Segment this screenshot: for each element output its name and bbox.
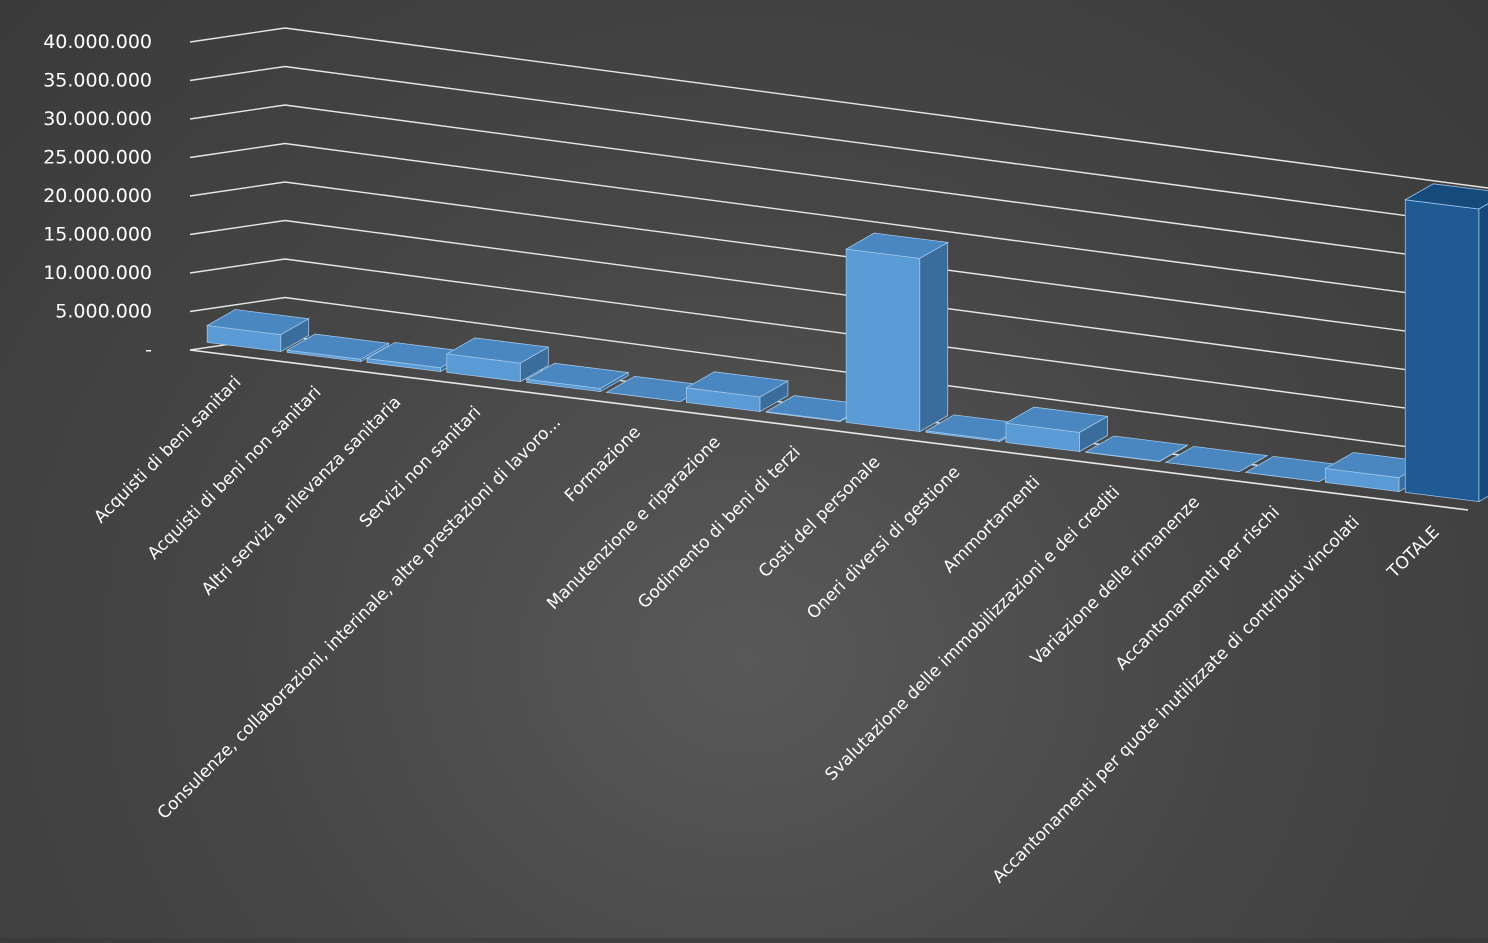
gridlines [189,27,1488,511]
x-category-label: Manutenzione e riparazione [543,432,725,614]
gridline [189,27,1488,189]
gridline [189,142,1488,305]
x-category-label: Formazione [561,422,645,506]
bar-top [525,362,630,389]
x-category-label: Acquisti di beni non sanitari [144,382,325,563]
bar-top [1404,183,1488,210]
bar-top [205,309,310,336]
bar [685,371,790,413]
y-tick-label: 30.000.000 [43,108,152,130]
bar [1164,445,1269,473]
gridline [189,258,1488,420]
bar [1084,435,1189,463]
bar-top [844,232,949,259]
y-tick-label: 25.000.000 [43,147,152,169]
bar [205,309,310,353]
gridline [189,181,1488,343]
x-category-label: Svalutazione delle immobilizzazioni e de… [821,482,1124,785]
bar-top [445,337,550,364]
x-category-label: Variazione delle rimanenze [1027,492,1204,669]
x-category-label: Accantonamenti per rischi [1112,502,1284,674]
bar [285,333,390,363]
y-tick-label: 15.000.000 [43,224,152,246]
bar [1404,183,1488,503]
bars [205,183,1488,503]
bar-side [919,241,949,433]
x-axis-line [189,349,1469,511]
gridline [189,296,1488,459]
bar-top [285,333,390,360]
x-category-label: Consulenze, collaborazioni, interinale, … [154,412,565,823]
bar-top [1004,406,1109,433]
bar-front [1404,199,1480,503]
y-tick-label: 5.000.000 [55,301,152,323]
y-tick-label: 20.000.000 [43,185,152,207]
gridline [189,104,1488,266]
bar [445,337,550,383]
gridline [189,219,1488,382]
bar-top [1164,445,1269,473]
gridline [189,65,1488,228]
bar [1004,406,1109,453]
x-category-label: Acquisti di beni sanitari [90,372,245,527]
x-category-label: Oneri diversi di gestione [803,462,964,623]
bar [525,362,630,393]
x-category-label: TOTALE [1383,522,1444,583]
x-category-label: Godimento di beni di terzi [634,442,804,612]
y-tick-label: - [145,339,152,361]
y-tick-label: 40.000.000 [43,31,152,53]
bar-front [845,248,921,433]
bar-side [1478,203,1488,503]
y-axis-tick-labels: 40.000.000 35.000.000 30.000.000 25.000.000… [43,31,152,361]
bar-top [1084,435,1189,462]
x-category-label: Altri servizi a rilevanza sanitaria [198,392,405,599]
bar [844,232,949,433]
x-category-label: Ammortamenti [939,472,1044,577]
y-tick-label: 35.000.000 [43,70,152,92]
y-tick-label: 10.000.000 [43,262,152,284]
bar-top [685,371,790,398]
